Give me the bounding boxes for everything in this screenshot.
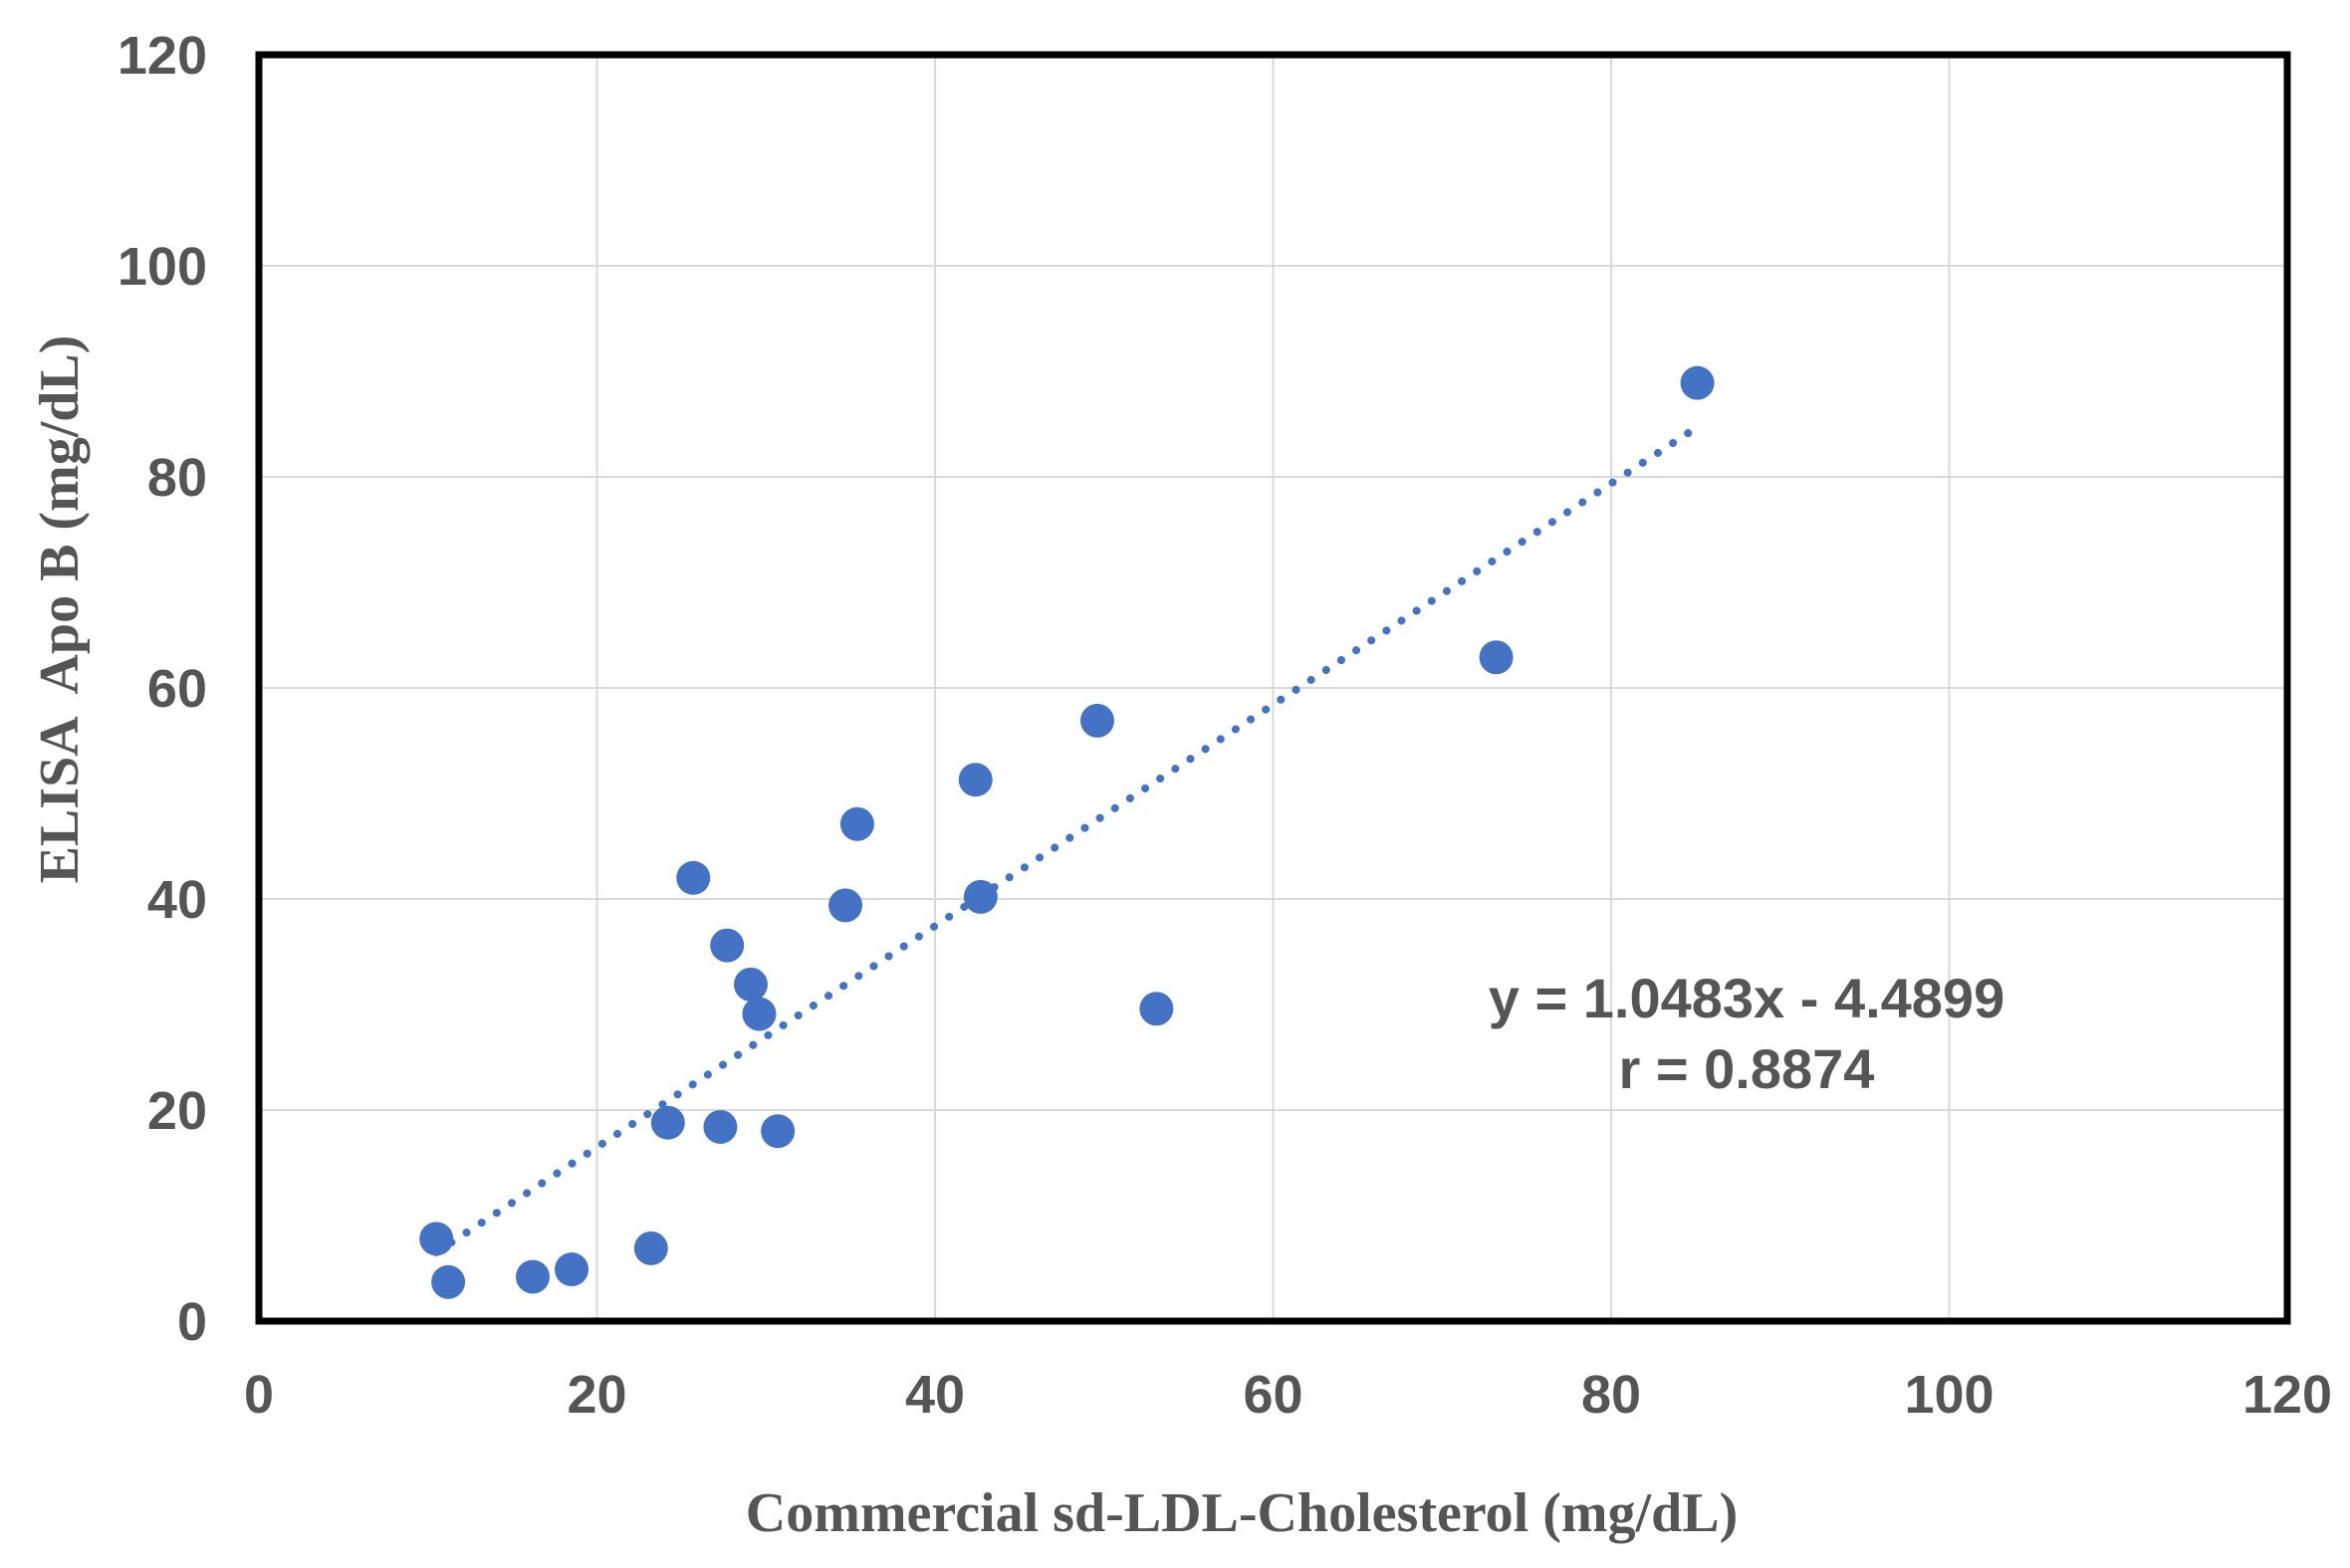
data-point — [515, 1259, 550, 1294]
x-tick-label: 40 — [905, 1365, 965, 1425]
trendline-group — [432, 422, 1702, 1256]
data-point — [1139, 992, 1174, 1026]
x-axis-title: Commercial sd-LDL-Cholesterol (mg/dL) — [746, 1482, 1739, 1544]
correlation-coefficient: r = 0.8874 — [1619, 1037, 1875, 1100]
data-point — [703, 1109, 738, 1144]
data-point — [958, 763, 993, 797]
y-tick-label: 60 — [147, 659, 207, 719]
data-point — [650, 1105, 685, 1140]
plot-area-border — [255, 51, 2291, 1325]
data-point — [1479, 640, 1514, 675]
y-axis-title: ELISA Apo B (mg/dL) — [29, 336, 91, 884]
y-tick-label: 40 — [147, 870, 207, 930]
data-point — [839, 806, 874, 841]
x-tick-label: 120 — [2242, 1365, 2332, 1425]
data-point — [419, 1222, 454, 1256]
data-point — [710, 928, 745, 963]
x-tick-label: 20 — [567, 1365, 626, 1425]
data-point — [1079, 703, 1114, 738]
gridlines — [258, 54, 2288, 1322]
data-point — [733, 967, 768, 1002]
y-tick-label: 100 — [118, 237, 207, 297]
data-point — [828, 888, 863, 923]
y-tick-label: 20 — [147, 1081, 207, 1141]
y-tick-label: 0 — [177, 1292, 207, 1352]
data-point — [963, 879, 998, 914]
y-tick-labels: 0 20 40 60 80 100 120 — [118, 26, 207, 1352]
data-point — [431, 1264, 466, 1299]
data-point — [1680, 365, 1715, 400]
trendline — [432, 422, 1702, 1256]
regression-equation: y = 1.0483x - 4.4899 — [1489, 967, 2004, 1029]
data-points — [419, 365, 1715, 1299]
data-point — [742, 997, 777, 1031]
data-point — [761, 1114, 796, 1149]
data-point — [633, 1231, 668, 1265]
x-tick-label: 0 — [244, 1365, 274, 1425]
data-point — [676, 860, 711, 895]
x-tick-label: 80 — [1581, 1365, 1641, 1425]
y-tick-label: 120 — [118, 26, 207, 86]
x-tick-label: 60 — [1243, 1365, 1302, 1425]
y-tick-label: 80 — [147, 448, 207, 508]
x-tick-labels: 0 20 40 60 80 100 120 — [244, 1365, 2332, 1425]
data-point — [555, 1252, 589, 1287]
x-tick-label: 100 — [1904, 1365, 1994, 1425]
